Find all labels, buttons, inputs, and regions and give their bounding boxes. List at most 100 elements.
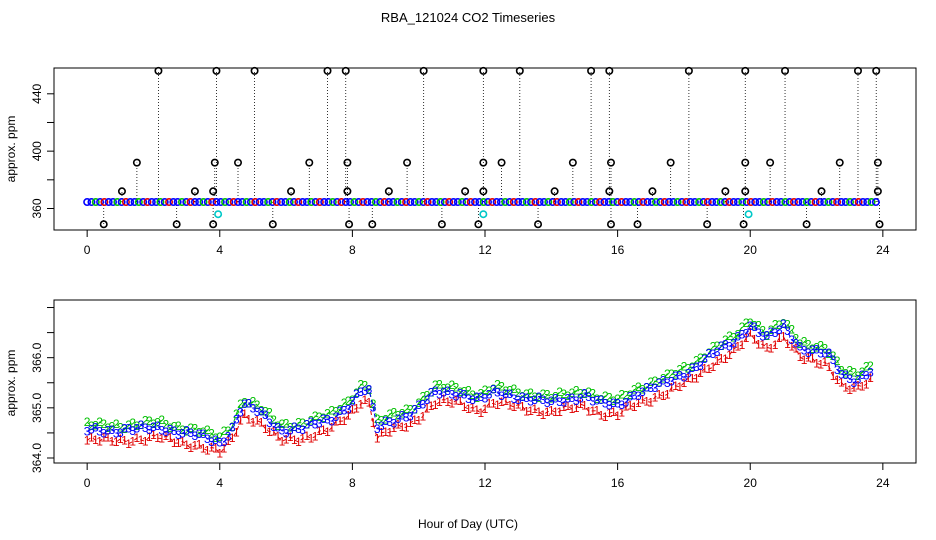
baseline-point [841, 198, 850, 207]
baseline-point [393, 198, 402, 207]
series-2-point: 2 [158, 413, 165, 427]
baseline-point [548, 198, 557, 207]
baseline-point [578, 198, 587, 207]
baseline-point [733, 198, 742, 207]
x-tick-label: 4 [216, 243, 223, 257]
series-2-point: 2 [734, 327, 741, 341]
series-1-point: 1 [664, 387, 671, 401]
series-3-point: 3 [589, 395, 596, 409]
series-1-point: 1 [163, 429, 170, 443]
baseline-point [492, 198, 501, 207]
baseline-point [466, 198, 475, 207]
series-2-point: 2 [689, 360, 696, 374]
baseline-point [544, 198, 553, 207]
baseline-point [121, 198, 130, 207]
spike-low-point [648, 187, 657, 196]
flag-point [479, 210, 488, 219]
series-1-point: 1 [469, 400, 476, 414]
top-y-axis: 360 400 440 [30, 83, 54, 219]
series-3-point: 3 [245, 397, 252, 411]
baseline-point [561, 198, 570, 207]
series-2-point: 2 [171, 419, 178, 433]
baseline-point [281, 198, 290, 207]
series-3-point: 3 [411, 402, 418, 416]
spike-low-point [190, 187, 199, 196]
series-3-point: 3 [544, 396, 551, 410]
series-3-point: 3 [212, 433, 219, 447]
baseline-point [165, 198, 174, 207]
series-2-point: 2 [175, 419, 182, 433]
series-2-point: 2 [262, 404, 269, 418]
x-tick-label: 12 [478, 243, 492, 257]
series-3-point: 3 [817, 346, 824, 360]
series-1-point: 1 [353, 402, 360, 416]
series-2-point: 2 [403, 402, 410, 416]
series-3-point: 3 [838, 367, 845, 381]
series-1-point: 1 [208, 440, 215, 454]
series-3-point: 3 [113, 427, 120, 441]
series-3-point: 3 [577, 392, 584, 406]
series-2-line [86, 322, 871, 439]
series-3-point: 3 [859, 368, 866, 382]
series-2-point: 2 [419, 389, 426, 403]
series-3-point: 3 [341, 404, 348, 418]
baseline-point [772, 198, 781, 207]
series-1-point: 1 [241, 407, 248, 421]
baseline-point [828, 198, 837, 207]
series-3-point: 3 [511, 392, 518, 406]
series-1-point: 1 [444, 395, 451, 409]
series-3-point: 3 [776, 323, 783, 337]
series-3-point: 3 [328, 414, 335, 428]
series-2-point: 2 [237, 397, 244, 411]
series-3-point: 3 [556, 395, 563, 409]
baseline-point [820, 198, 829, 207]
baseline-point [346, 198, 355, 207]
baseline-point [608, 198, 617, 207]
series-1-point: 1 [125, 437, 132, 451]
baseline-point [307, 198, 316, 207]
y-tick-label: 360 [30, 198, 44, 218]
series-1-point: 1 [196, 438, 203, 452]
baseline-point [574, 198, 583, 207]
series-2-point: 2 [469, 388, 476, 402]
series-3-point: 3 [478, 390, 485, 404]
series-1-point: 1 [113, 435, 120, 449]
baseline-point [234, 198, 243, 207]
series-1-point: 1 [536, 405, 543, 419]
series-3-point: 3 [353, 387, 360, 401]
series-2-point: 2 [150, 417, 157, 431]
baseline-point [419, 198, 428, 207]
series-2-point: 2 [163, 417, 170, 431]
series-1-point: 1 [821, 355, 828, 369]
series-1-point: 1 [548, 403, 555, 417]
x-tick-label: 24 [876, 243, 890, 257]
series-3-point: 3 [237, 405, 244, 419]
series-2-point: 2 [100, 417, 107, 431]
baseline-point [117, 198, 126, 207]
series-3-point: 3 [109, 423, 116, 437]
baseline-point [216, 198, 225, 207]
baseline-point [656, 198, 665, 207]
series-3-point: 3 [573, 394, 580, 408]
series-1-point: 1 [308, 431, 315, 445]
series-1-point: 1 [515, 397, 522, 411]
baseline-point [600, 198, 609, 207]
series-1-point: 1 [403, 420, 410, 434]
series-1-point: 1 [142, 434, 149, 448]
baseline-point [311, 198, 320, 207]
series-2-point: 2 [614, 392, 621, 406]
x-tick-label: 8 [349, 243, 356, 257]
series-1-point: 1 [552, 405, 559, 419]
series-3-point: 3 [283, 427, 290, 441]
series-1-point: 1 [838, 375, 845, 389]
x-tick-label: 4 [216, 476, 223, 490]
series-3-point: 3 [647, 381, 654, 395]
series-3-point: 3 [105, 423, 112, 437]
series-1-point: 1 [100, 431, 107, 445]
series-1-point: 1 [606, 406, 613, 420]
spike-low-point [741, 187, 750, 196]
baseline-point [290, 198, 299, 207]
series-2-point: 2 [618, 387, 625, 401]
series-3-point: 3 [382, 414, 389, 428]
series-3-point: 3 [548, 394, 555, 408]
